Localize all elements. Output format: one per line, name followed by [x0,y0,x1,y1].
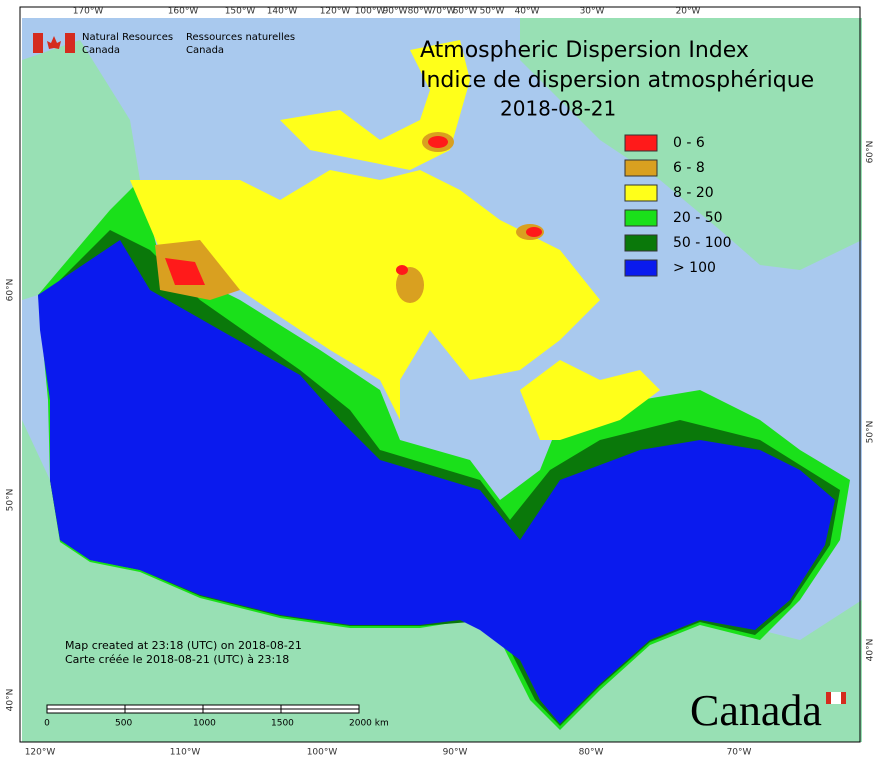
graticule-label: 100°W [355,7,386,17]
graticule-label: 140°W [267,7,298,17]
graticule-label: 110°W [170,748,201,758]
legend-label: 6 - 8 [673,160,705,176]
note: Map created at 23:18 (UTC) on 2018-08-21 [65,639,302,652]
legend-label: 50 - 100 [673,235,732,251]
band-0-6 [396,265,408,275]
scale-label: 0 [44,719,50,729]
graticule-label: 60°N [6,279,16,302]
usa [22,420,862,742]
legend-swatch [624,259,658,277]
band-0-6 [526,227,542,237]
graticule-label: 60°N [866,141,876,164]
graticule-label: 40°N [6,689,16,712]
scale-label: 1500 [271,719,294,729]
labrador [520,360,660,440]
scale-label: 500 [115,719,132,729]
arctic-islands [280,40,470,170]
wordmark-flag-center [831,692,841,704]
agency-fr2: Canada [186,45,224,56]
band-0-6 [165,258,205,285]
agency-fr: Ressources naturelles [186,32,295,43]
title-fr: Indice de dispersion atmosphérique [420,68,814,93]
graticule-label: 70°W [431,7,456,17]
graticule-label: 80°W [579,748,604,758]
graticule-label: 80°W [408,7,433,17]
legend-swatch [624,234,658,252]
band-6-8 [396,267,424,303]
graticule-label: 40°W [515,7,540,17]
graticule-label: 50°W [480,7,505,17]
note: Carte créée le 2018-08-21 (UTC) à 23:18 [65,653,289,666]
graticule-label: 50°N [866,421,876,444]
map-border [19,6,861,743]
legend-label: 0 - 6 [673,135,705,151]
graticule-label: 120°W [320,7,351,17]
band-over-100 [38,240,835,724]
agency-en2: Canada [82,45,120,56]
legend-swatch [624,159,658,177]
flag-right [65,33,75,53]
graticule-label: 90°W [383,7,408,17]
flag-left [33,33,43,53]
graticule-label: 60°W [453,7,478,17]
graticule-label: 160°W [168,7,199,17]
title-en: Atmospheric Dispersion Index [420,38,749,63]
greenland [520,18,862,270]
legend-label: 8 - 20 [673,185,714,201]
wordmark: Canada [690,686,822,735]
graticule-label: 90°W [443,748,468,758]
scale-label: 2000 km [349,719,389,729]
graticule-label: 170°W [73,7,104,17]
graticule-label: 100°W [307,748,338,758]
alaska [22,40,140,300]
graticule-label: 150°W [225,7,256,17]
graticule-label: 120°W [25,748,56,758]
legend-swatch [624,209,658,227]
maple-leaf [47,36,61,49]
legend-swatch [624,134,658,152]
graticule-label: 20°W [676,7,701,17]
legend-label: 20 - 50 [673,210,723,226]
title-date: 2018-08-21 [500,97,616,121]
legend-label: > 100 [673,260,716,276]
agency-en: Natural Resources [82,32,173,43]
band-0-6 [428,136,448,148]
graticule-label: 30°W [580,7,605,17]
scale-label: 1000 [193,719,216,729]
legend-swatch [624,184,658,202]
band-8-20 [130,170,600,420]
graticule-label: 50°N [6,489,16,512]
graticule-label: 40°N [866,639,876,662]
graticule-label: 70°W [727,748,752,758]
